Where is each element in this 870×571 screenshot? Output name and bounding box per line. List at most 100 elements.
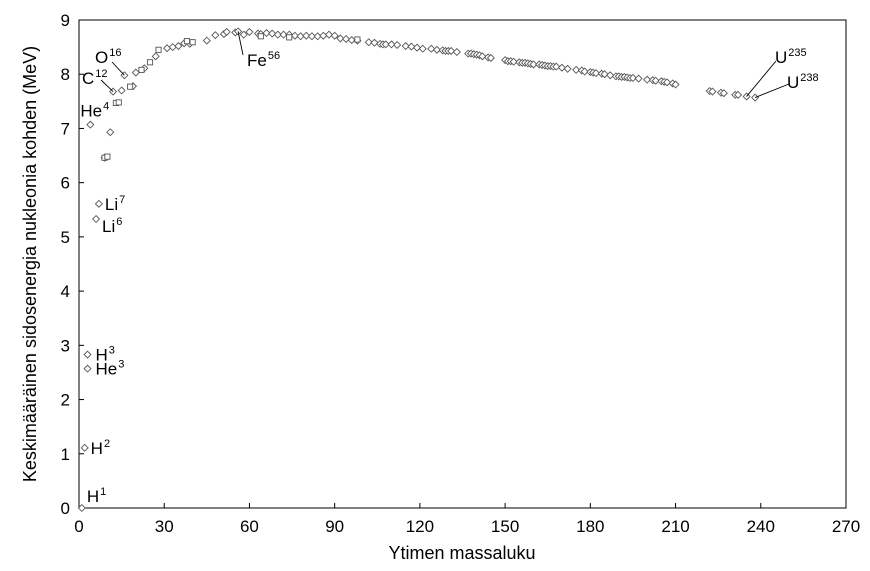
data-point-diamond <box>336 34 345 43</box>
data-point-diamond <box>324 30 334 39</box>
data-point-diamond <box>370 38 379 47</box>
annotation-leader-line <box>754 83 790 98</box>
data-point-diamond <box>330 31 339 40</box>
x-tick-label: 150 <box>491 517 519 536</box>
data-point-diamond <box>401 41 410 51</box>
isotope-mass-number: 7 <box>119 194 125 206</box>
y-tick-label: 7 <box>61 119 70 138</box>
y-axis-title: Keskimääräinen sidosenergia nukleonia ko… <box>20 46 40 482</box>
data-point-square <box>189 39 196 46</box>
isotope-mass-number: 4 <box>103 101 109 113</box>
y-tick-label: 9 <box>61 11 70 30</box>
data-point-diamond <box>341 34 351 44</box>
data-point-diamond <box>120 71 129 80</box>
y-tick-label: 0 <box>61 499 70 518</box>
data-point-diamond <box>117 86 126 95</box>
data-point-diamond <box>643 75 652 84</box>
data-point-diamond <box>628 73 637 83</box>
isotope-symbol: U <box>787 73 799 92</box>
data-point-diamond <box>262 28 271 38</box>
isotope-label: Li7 <box>105 194 125 214</box>
data-point-diamond <box>319 31 328 40</box>
isotope-mass-number: 235 <box>788 47 806 59</box>
isotope-mass-number: 2 <box>104 438 110 450</box>
data-point-diamond <box>168 43 177 52</box>
data-point-square <box>286 34 293 41</box>
isotope-mass-number: 56 <box>268 50 280 62</box>
data-point-diamond <box>478 52 487 61</box>
data-point-diamond <box>211 31 220 40</box>
y-tick-label: 1 <box>61 445 70 464</box>
x-tick-label: 0 <box>74 517 83 536</box>
x-tick-label: 240 <box>747 517 775 536</box>
isotope-label: He4 <box>80 101 109 121</box>
data-point-diamond <box>387 40 396 49</box>
plot-frame <box>78 19 847 509</box>
data-point-diamond <box>418 44 427 53</box>
data-point-square <box>104 153 111 160</box>
data-point-diamond <box>222 27 231 36</box>
data-point-diamond <box>708 87 717 96</box>
isotope-symbol: Li <box>105 195 118 214</box>
data-point-diamond <box>393 40 402 49</box>
data-point-diamond <box>80 443 89 452</box>
data-point-square <box>354 36 361 43</box>
data-point-diamond <box>600 70 609 79</box>
data-point-square <box>138 66 145 73</box>
isotope-symbol: Fe <box>247 51 267 70</box>
isotope-symbol: H <box>96 346 108 365</box>
isotope-label: C12 <box>82 68 108 88</box>
isotope-label: O16 <box>95 47 121 67</box>
data-point-diamond <box>268 29 277 38</box>
data-point-diamond <box>86 120 95 129</box>
isotope-symbol: He <box>80 102 102 121</box>
isotope-label: Li6 <box>102 216 122 236</box>
data-point-diamond <box>77 503 86 513</box>
data-point-diamond <box>131 68 140 77</box>
data-point-diamond <box>347 36 356 45</box>
data-point-diamond <box>734 90 743 99</box>
data-point-square <box>115 99 122 106</box>
data-point-diamond <box>563 64 572 73</box>
isotope-label: H1 <box>87 486 106 506</box>
data-point-diamond <box>413 43 422 52</box>
y-tick-label: 2 <box>61 391 70 410</box>
data-point-diamond <box>239 30 248 39</box>
y-tick-label: 5 <box>61 228 70 247</box>
data-point-diamond <box>174 41 183 51</box>
data-point-diamond <box>651 76 660 85</box>
isotope-label: H2 <box>91 438 110 458</box>
annotation-leader-line <box>111 61 125 76</box>
data-point-diamond <box>580 67 589 76</box>
data-point-square <box>155 46 162 53</box>
data-point-diamond <box>94 199 103 208</box>
data-point-diamond <box>606 71 615 80</box>
data-point-diamond <box>279 30 288 39</box>
data-point-diamond <box>427 44 436 53</box>
isotope-symbol: Li <box>102 217 115 236</box>
data-point-diamond <box>290 31 299 40</box>
data-point-diamond <box>92 214 101 224</box>
data-point-square <box>127 83 134 90</box>
data-point-diamond <box>432 45 441 54</box>
x-tick-label: 60 <box>240 517 259 536</box>
y-tick-label: 6 <box>61 174 70 193</box>
isotope-symbol: H <box>91 439 103 458</box>
isotope-label: H3 <box>96 345 115 365</box>
y-tick-label: 3 <box>61 336 70 355</box>
isotope-label: U238 <box>787 72 819 92</box>
plot-area <box>78 19 847 509</box>
isotope-symbol: H <box>87 487 99 506</box>
data-point-diamond <box>552 62 561 71</box>
data-point-diamond <box>557 63 566 72</box>
isotope-mass-number: 3 <box>118 359 124 371</box>
isotope-mass-number: 16 <box>109 47 121 59</box>
data-point-diamond <box>572 65 581 74</box>
x-tick-label: 30 <box>155 517 174 536</box>
isotope-mass-number: 1 <box>100 486 106 498</box>
data-point-square <box>257 33 264 40</box>
data-point-diamond <box>591 69 601 78</box>
data-point-diamond <box>273 30 282 39</box>
data-point-diamond <box>83 350 92 359</box>
